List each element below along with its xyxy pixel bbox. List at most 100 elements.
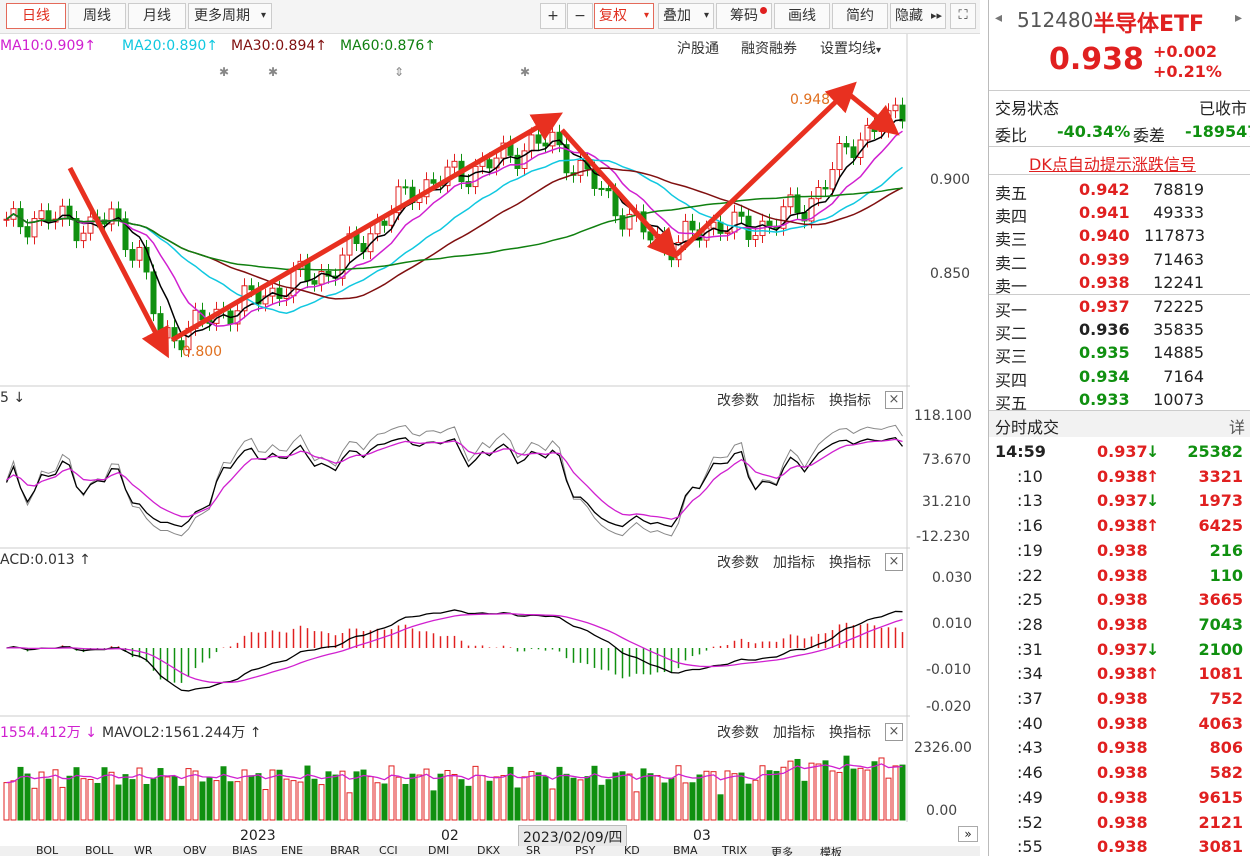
tick-time: :16 [1017, 516, 1043, 536]
simple-button[interactable]: 简约 [832, 3, 888, 29]
candle-body [577, 160, 584, 176]
candle-body [766, 220, 773, 227]
set-ma-link[interactable]: 设置均线▾ [820, 38, 881, 58]
sell-level-row[interactable]: 卖三 0.940 117873 [989, 224, 1250, 250]
add-indicator-button[interactable]: 加指标 [773, 555, 815, 571]
switch-indicator-button[interactable]: 换指标 [829, 725, 871, 741]
tab-more-periods[interactable]: 更多周期 ▾ [188, 3, 272, 29]
prev-stock-icon[interactable]: ◂ [995, 10, 1003, 26]
indicator-tab[interactable]: DMI [428, 846, 450, 856]
volume-bar [745, 783, 752, 821]
ma20-value: MA20:0.890 [122, 38, 207, 54]
indicator-tab[interactable]: DKX [477, 846, 501, 856]
indicator-tab[interactable]: BMA [673, 846, 698, 856]
indicator-tab[interactable]: 更多 [771, 846, 793, 856]
hide-button[interactable]: 隐藏 ▸▸ [890, 3, 946, 29]
candle-body [794, 194, 801, 213]
tick-price: 0.938 [1097, 614, 1148, 634]
buy-level-row[interactable]: 买四 0.934 7164 [989, 365, 1250, 390]
volume-bar [493, 776, 500, 821]
candle-body [395, 186, 402, 214]
kline-chart[interactable]: ✱ ✱ ✱ ⇕ [0, 0, 980, 856]
indicator-tab[interactable]: OBV [183, 846, 207, 856]
volume-bar [262, 789, 269, 821]
updown-icon: ⇕ [394, 65, 404, 79]
next-stock-icon[interactable]: ▸ [1235, 10, 1243, 26]
indicator-tab[interactable]: BRAR [330, 846, 360, 856]
level-price: 0.933 [1079, 389, 1130, 409]
level-label: 卖三 [995, 230, 1028, 250]
indicator-tab[interactable]: TRIX [722, 846, 748, 856]
indicator-tab[interactable]: WR [134, 846, 153, 856]
buy-level-row[interactable]: 买五 0.933 10073 [989, 388, 1250, 413]
trend-arrow [674, 81, 857, 257]
sell-level-row[interactable]: 卖五 0.942 78819 [989, 178, 1250, 203]
indicator-tab[interactable]: BIAS [232, 846, 258, 856]
edit-params-button[interactable]: 改参数 [717, 555, 759, 571]
x-axis-month: 03 [693, 828, 711, 844]
trend-arrow [67, 166, 169, 359]
margin-trading-link[interactable]: 融资融券 [741, 41, 797, 57]
trend-arrows [67, 81, 900, 359]
tick-price: 0.938 [1097, 565, 1148, 585]
volume-bar [353, 771, 360, 821]
fuquan-button[interactable]: 复权 ▾ [594, 3, 654, 29]
volume-bar [395, 776, 402, 821]
zoom-in-button[interactable]: + [540, 3, 566, 29]
ticks-detail-button[interactable]: 详 [1229, 418, 1246, 437]
edit-params-button[interactable]: 改参数 [717, 725, 759, 741]
volume-bar [731, 773, 738, 821]
volume-bar [633, 791, 640, 821]
chips-button[interactable]: 筹码 [716, 3, 772, 29]
volume-bar [108, 771, 115, 821]
tab-daily[interactable]: 日线 [6, 3, 66, 29]
tick-time: :49 [1017, 787, 1043, 807]
fullscreen-icon[interactable]: ⛶ [950, 3, 976, 29]
indicator-tab[interactable]: KD [624, 846, 640, 856]
dk-signal-link[interactable]: DK点自动提示涨跌信号 [1029, 155, 1196, 174]
buy-level-row[interactable]: 买二 0.936 35835 [989, 318, 1250, 343]
add-indicator-button[interactable]: 加指标 [773, 725, 815, 741]
indicator-tab[interactable]: SR [526, 846, 541, 856]
close-icon[interactable]: × [885, 391, 903, 409]
close-icon[interactable]: × [885, 553, 903, 571]
weibi-value: -40.34% [1057, 122, 1131, 141]
add-indicator-button[interactable]: 加指标 [773, 393, 815, 409]
volume-bar [66, 775, 73, 821]
switch-indicator-button[interactable]: 换指标 [829, 393, 871, 409]
indicator-tab[interactable]: 模板 [820, 846, 842, 856]
level-price: 0.939 [1079, 249, 1130, 269]
volume-bar [367, 776, 374, 821]
volume-bar [500, 775, 507, 821]
overlay-button[interactable]: 叠加 ▾ [658, 3, 714, 29]
switch-indicator-button[interactable]: 换指标 [829, 555, 871, 571]
volume-bar [766, 770, 773, 821]
indicator-tab[interactable]: ENE [281, 846, 304, 856]
candle-body [465, 181, 472, 188]
close-icon[interactable]: × [885, 723, 903, 741]
indicator-tab[interactable]: BOLL [85, 846, 114, 856]
double-chevron-right-icon[interactable]: » [958, 826, 978, 842]
buy-level-row[interactable]: 买一 0.937 72225 [989, 295, 1250, 320]
zoom-out-button[interactable]: − [567, 3, 593, 29]
draw-line-button[interactable]: 画线 [774, 3, 830, 29]
volume-bar [570, 777, 577, 821]
indicator-tab[interactable]: CCI [379, 846, 398, 856]
tick-price: 0.937 [1097, 442, 1148, 461]
indicator-tab[interactable]: BOL [36, 846, 59, 856]
tick-volume: 1973 [1198, 491, 1243, 511]
buy-level-row[interactable]: 买三 0.935 14885 [989, 341, 1250, 366]
edit-params-button[interactable]: 改参数 [717, 393, 759, 409]
tick-volume: 3081 [1198, 837, 1243, 856]
hk-connect-link[interactable]: 沪股通 [677, 41, 719, 57]
level-volume: 10073 [1153, 389, 1204, 409]
sell-level-row[interactable]: 卖四 0.941 49333 [989, 201, 1250, 226]
sell-level-row[interactable]: 卖二 0.939 71463 [989, 248, 1250, 273]
cursor-date: 2023/02/09/四 [518, 825, 628, 849]
sell-level-row[interactable]: 卖一 0.938 12241 [989, 271, 1250, 296]
tab-monthly[interactable]: 月线 [128, 3, 186, 29]
osc-label: 5 ↓ [0, 390, 26, 406]
indicator-tab[interactable]: PSY [575, 846, 596, 856]
tab-weekly[interactable]: 周线 [68, 3, 126, 29]
j-line [6, 424, 903, 537]
